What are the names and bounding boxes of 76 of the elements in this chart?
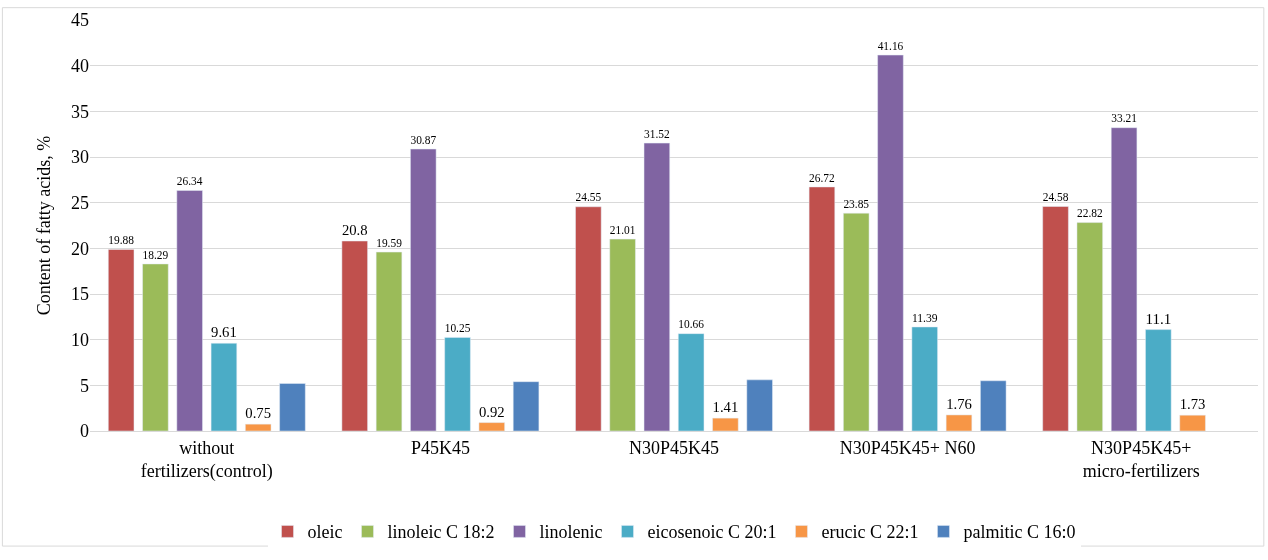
y-tick-label: 10: [71, 329, 89, 350]
data-label: 22.82: [1076, 207, 1103, 220]
data-label: 1.73: [1179, 396, 1206, 413]
y-tick-label: 15: [71, 284, 89, 305]
data-label: 1.41: [712, 399, 739, 416]
x-tick-label: N30P45K45: [628, 437, 720, 458]
bar: [746, 379, 773, 431]
data-label: 11.1: [1145, 310, 1172, 327]
bar: [410, 148, 437, 431]
data-label: 18.29: [142, 248, 169, 261]
data-label: 30.87: [410, 133, 437, 146]
data-label: 9.61: [211, 324, 237, 341]
bar: [643, 142, 670, 431]
bar: [877, 54, 904, 431]
data-label: 19.59: [376, 236, 403, 249]
data-label: 26.72: [809, 171, 836, 184]
data-label: 24.55: [575, 191, 602, 204]
legend-label: linoleic C 18:2: [387, 522, 495, 543]
data-label: 26.34: [176, 175, 203, 188]
bar: [210, 342, 238, 431]
bar: [1179, 414, 1206, 431]
data-label: 24.58: [1042, 191, 1069, 204]
bar: [712, 417, 739, 431]
data-label: 10.25: [444, 322, 471, 335]
bar: [1145, 329, 1172, 431]
bar: [108, 249, 135, 431]
bar: [176, 190, 203, 431]
bar: [478, 422, 505, 431]
data-label: 21.01: [609, 223, 636, 236]
data-label: 0.92: [478, 403, 505, 420]
y-tick-label: 40: [71, 55, 89, 76]
bar: [512, 381, 540, 431]
bar: [980, 380, 1007, 431]
bar: [678, 333, 705, 431]
bar: [444, 337, 471, 431]
data-label: 1.76: [946, 395, 972, 412]
y-axis-title: Content of fatty acids, %: [34, 135, 55, 316]
bar: [1076, 222, 1103, 431]
data-label: 11.39: [911, 311, 938, 325]
bar: [575, 206, 602, 431]
bar: [945, 414, 973, 431]
data-label: 31.52: [644, 127, 670, 140]
bar: [375, 251, 403, 431]
y-tick-label: 5: [80, 375, 89, 396]
bar: [1042, 206, 1069, 431]
y-tick-label: 45: [71, 10, 89, 31]
y-tick-label: 20: [71, 238, 89, 259]
legend-label: eicosenoic C 20:1: [647, 522, 777, 543]
data-label: 33.21: [1111, 112, 1138, 125]
bar: [341, 240, 368, 431]
x-tick-label: P45K45: [410, 437, 470, 458]
y-tick-label: 25: [71, 192, 89, 213]
bar: [245, 423, 272, 431]
data-label: 10.66: [678, 318, 705, 331]
bar: [142, 263, 169, 431]
bar: [609, 238, 636, 431]
data-label: 0.75: [245, 405, 272, 422]
legend-label: linolenic: [539, 522, 603, 543]
bar: [808, 186, 836, 431]
data-label: 19.88: [108, 234, 135, 247]
bar: [1110, 127, 1138, 431]
bar: [279, 383, 306, 431]
bar: [843, 212, 870, 431]
y-tick-label: 35: [71, 101, 89, 122]
legend-label: palmitic C 16:0: [963, 522, 1076, 543]
x-tick-label: without fertilizers(control): [140, 437, 273, 482]
x-tick-label: N30P45K45+ micro-fertilizers: [1082, 437, 1200, 481]
bar: [911, 326, 938, 431]
legend-label: oleic: [307, 522, 343, 543]
data-label: 41.16: [877, 39, 904, 52]
y-tick-label: 30: [71, 147, 89, 168]
data-label: 20.8: [341, 222, 368, 239]
y-tick-label: 0: [80, 421, 89, 442]
legend-label: erucic C 22:1: [821, 522, 919, 543]
x-tick-label: N30P45K45+ N60: [839, 437, 976, 458]
data-label: 23.85: [843, 197, 870, 210]
